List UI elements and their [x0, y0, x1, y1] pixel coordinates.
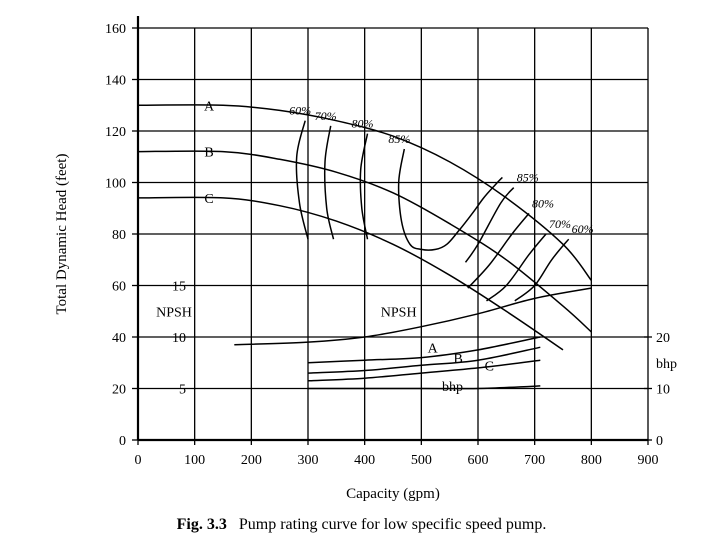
y-tick-label: 120: [105, 125, 126, 140]
efficiency-contour: [486, 233, 547, 302]
head-curve-C: [137, 196, 564, 351]
efficiency-contour: [514, 238, 570, 302]
bhp-tick-label: 0: [656, 434, 663, 449]
curves-layer: [137, 104, 592, 390]
bhp-curve-B: [307, 346, 541, 374]
efficiency-label: 85%: [517, 171, 539, 185]
y-tick-label: 0: [119, 434, 126, 449]
x-tick-label: 300: [298, 453, 319, 468]
x-tick-label: 600: [468, 453, 489, 468]
y-tick-label: 80: [112, 228, 126, 243]
efficiency-contour: [324, 125, 335, 240]
bhp-curve-A: [307, 336, 541, 364]
efficiency-label: 60%: [572, 222, 594, 236]
pump-rating-chart: 0 100 200 300 400 500 600 700 800 900020406080100…: [54, 16, 677, 502]
bhp-curve-label: A: [428, 341, 439, 356]
tick-labels: 0 100 200 300 400 500 600 700 800 900020406080100…: [105, 22, 677, 468]
head-curve-label: B: [204, 146, 213, 161]
head-curve-B: [137, 150, 592, 333]
x-tick-label: 100: [184, 453, 205, 468]
y-axis-label: Total Dynamic Head (feet): [54, 154, 70, 315]
x-tick-label: 700: [524, 453, 545, 468]
bhp-tick-label: 10: [656, 383, 670, 398]
head-curve-A: [137, 104, 592, 281]
y-tick-label: 40: [112, 331, 126, 346]
y-tick-label: 20: [112, 383, 126, 398]
efficiency-contour: [464, 187, 515, 263]
figure-number: Fig. 3.3: [176, 516, 227, 533]
x-tick-label: 400: [354, 453, 375, 468]
y-tick-label: 160: [105, 22, 126, 37]
x-tick-label: 800: [581, 453, 602, 468]
x-axis-label: Capacity (gpm): [346, 486, 440, 502]
y-tick-label: 140: [105, 74, 126, 89]
bhp-curve-label: C: [485, 359, 494, 374]
efficiency-label: 70%: [549, 217, 571, 231]
npsh-tick-label: 15: [172, 280, 186, 295]
y-tick-label: 60: [112, 280, 126, 295]
npsh-scale-label: NPSH: [156, 305, 192, 320]
efficiency-contour: [359, 133, 369, 240]
figure-caption-text: Pump rating curve for low specific speed…: [238, 516, 547, 533]
x-tick-label: 0: [135, 453, 142, 468]
axes-layer: [136, 16, 648, 442]
figure-caption: Fig. 3.3 Pump rating curve for low speci…: [0, 516, 723, 534]
efficiency-label: 70%: [315, 109, 337, 123]
bhp-curve-label: bhp: [442, 380, 463, 395]
efficiency-contour: [295, 120, 309, 240]
head-curve-label: A: [204, 99, 215, 114]
npsh-curve: [234, 287, 592, 346]
x-tick-label: 900: [638, 453, 659, 468]
npsh-curve-label: NPSH: [381, 305, 417, 320]
efficiency-label: 80%: [352, 117, 374, 131]
efficiency-label: 85%: [388, 132, 410, 146]
efficiency-contour: [467, 212, 530, 289]
bhp-scale-label: bhp: [656, 357, 677, 372]
bhp-tick-label: 20: [656, 331, 670, 346]
bhp-curve-C: [307, 359, 541, 382]
npsh-tick-label: 5: [179, 383, 186, 398]
efficiency-label: 80%: [532, 196, 554, 210]
x-tick-label: 200: [241, 453, 262, 468]
efficiency-label: 60%: [289, 104, 311, 118]
bhp-curve-label: B: [453, 352, 462, 367]
y-tick-label: 100: [105, 177, 126, 192]
npsh-tick-label: 10: [172, 331, 186, 346]
grid-layer: [138, 27, 649, 440]
efficiency-contour: [397, 148, 503, 251]
head-curve-label: C: [204, 192, 213, 207]
x-tick-label: 500: [411, 453, 432, 468]
bhp-curve-bhp: [308, 385, 541, 390]
